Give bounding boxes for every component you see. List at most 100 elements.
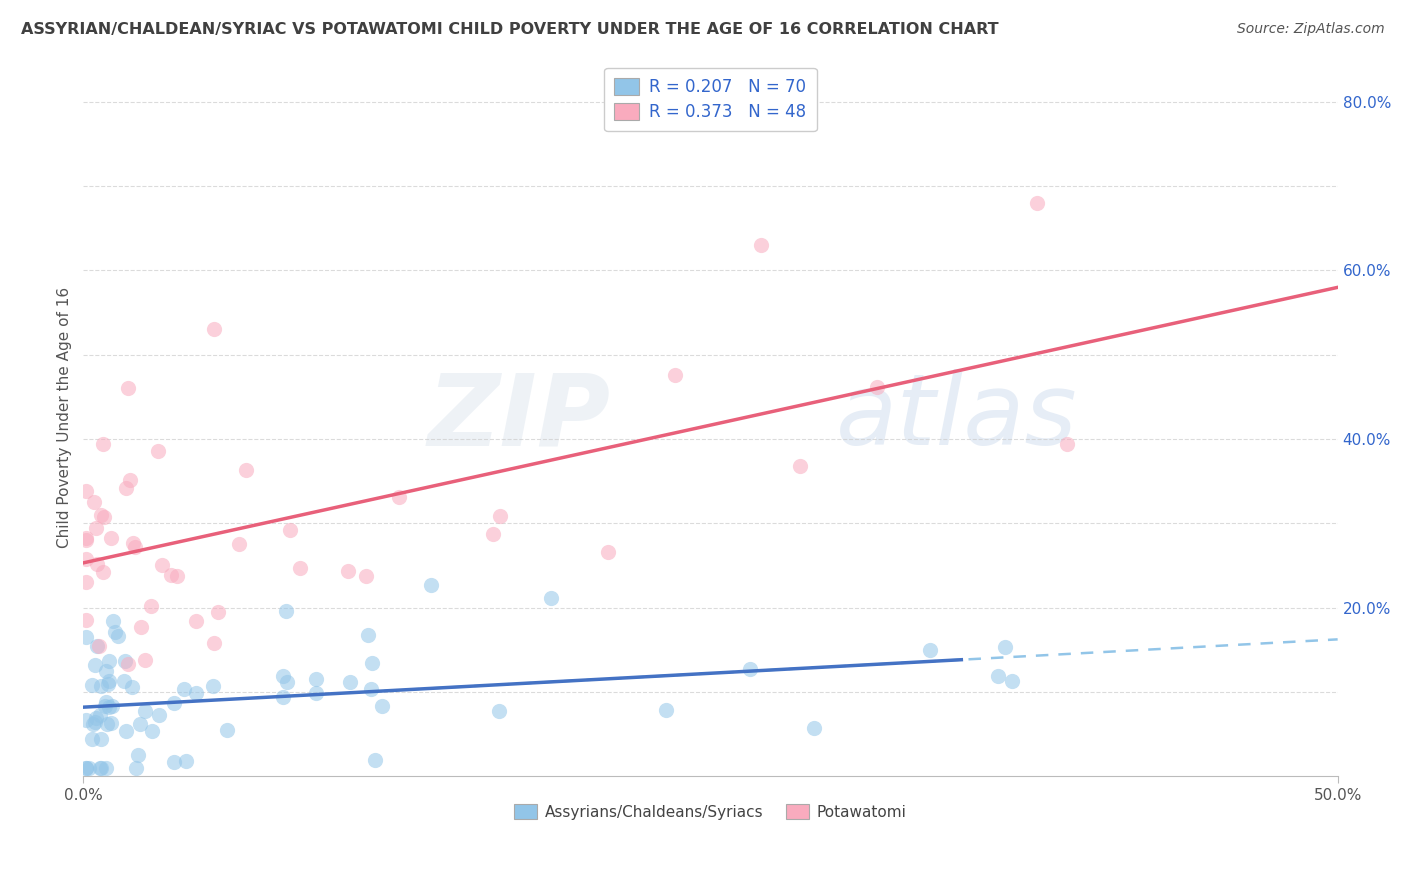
- Point: [336, 564, 359, 578]
- Point: [86, 639, 108, 653]
- Point: [84, 657, 107, 672]
- Point: [664, 368, 686, 383]
- Point: [288, 561, 311, 575]
- Point: [124, 541, 146, 555]
- Point: [101, 699, 124, 714]
- Legend: Assyrians/Chaldeans/Syriacs, Potawatomi: Assyrians/Chaldeans/Syriacs, Potawatomi: [508, 798, 912, 826]
- Point: [75, 533, 97, 548]
- Point: [118, 473, 141, 487]
- Point: [228, 537, 250, 551]
- Point: [176, 754, 198, 768]
- Point: [201, 680, 224, 694]
- Point: [84, 711, 107, 725]
- Point: [166, 569, 188, 583]
- Point: [91, 566, 114, 580]
- Point: [273, 690, 295, 705]
- Point: [749, 238, 772, 252]
- Point: [75, 630, 97, 644]
- Point: [387, 490, 409, 504]
- Point: [129, 620, 152, 634]
- Point: [117, 657, 139, 671]
- Point: [866, 379, 889, 393]
- Point: [184, 686, 207, 700]
- Point: [129, 716, 152, 731]
- Point: [184, 614, 207, 628]
- Point: [134, 653, 156, 667]
- Point: [97, 677, 120, 691]
- Point: [481, 526, 503, 541]
- Point: [803, 721, 825, 735]
- Point: [134, 704, 156, 718]
- Point: [90, 508, 112, 522]
- Point: [148, 708, 170, 723]
- Point: [146, 443, 169, 458]
- Point: [100, 531, 122, 545]
- Point: [364, 753, 387, 767]
- Point: [75, 761, 97, 775]
- Point: [114, 654, 136, 668]
- Point: [89, 708, 111, 723]
- Point: [141, 599, 163, 613]
- Point: [75, 531, 97, 545]
- Point: [75, 613, 97, 627]
- Point: [90, 761, 112, 775]
- Point: [83, 495, 105, 509]
- Point: [360, 681, 382, 696]
- Point: [89, 639, 111, 653]
- Point: [98, 699, 121, 714]
- Point: [163, 756, 186, 770]
- Point: [94, 665, 117, 679]
- Point: [162, 696, 184, 710]
- Point: [339, 675, 361, 690]
- Point: [93, 509, 115, 524]
- Text: ASSYRIAN/CHALDEAN/SYRIAC VS POTAWATOMI CHILD POVERTY UNDER THE AGE OF 16 CORRELA: ASSYRIAN/CHALDEAN/SYRIAC VS POTAWATOMI C…: [21, 22, 998, 37]
- Point: [77, 761, 100, 775]
- Point: [276, 674, 298, 689]
- Point: [596, 545, 619, 559]
- Point: [117, 381, 139, 395]
- Point: [97, 654, 120, 668]
- Point: [173, 681, 195, 696]
- Point: [150, 558, 173, 572]
- Point: [96, 717, 118, 731]
- Point: [112, 674, 135, 689]
- Point: [789, 458, 811, 473]
- Point: [86, 558, 108, 572]
- Point: [202, 322, 225, 336]
- Point: [305, 686, 328, 700]
- Point: [141, 723, 163, 738]
- Point: [235, 463, 257, 477]
- Point: [920, 643, 942, 657]
- Point: [80, 732, 103, 747]
- Point: [160, 568, 183, 582]
- Point: [127, 747, 149, 762]
- Point: [994, 640, 1017, 654]
- Point: [75, 761, 97, 775]
- Point: [124, 761, 146, 775]
- Text: Source: ZipAtlas.com: Source: ZipAtlas.com: [1237, 22, 1385, 37]
- Point: [96, 761, 118, 775]
- Point: [75, 575, 97, 590]
- Point: [540, 591, 562, 605]
- Point: [202, 636, 225, 650]
- Point: [987, 669, 1010, 683]
- Point: [84, 520, 107, 534]
- Point: [357, 627, 380, 641]
- Point: [91, 437, 114, 451]
- Point: [100, 716, 122, 731]
- Point: [84, 714, 107, 729]
- Point: [488, 704, 510, 718]
- Point: [90, 679, 112, 693]
- Point: [103, 614, 125, 628]
- Point: [1056, 437, 1078, 451]
- Point: [420, 578, 443, 592]
- Point: [75, 552, 97, 566]
- Point: [104, 624, 127, 639]
- Point: [121, 681, 143, 695]
- Point: [98, 674, 121, 689]
- Point: [354, 569, 377, 583]
- Point: [215, 723, 238, 737]
- Point: [90, 731, 112, 746]
- Point: [1001, 673, 1024, 688]
- Point: [94, 698, 117, 713]
